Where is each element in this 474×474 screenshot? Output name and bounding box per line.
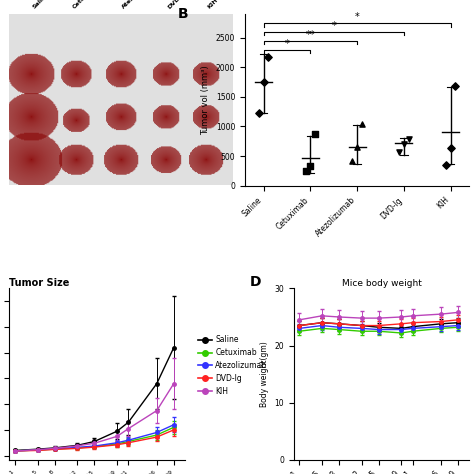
- Text: Saline: Saline: [32, 0, 51, 10]
- Text: Cetuximab: Cetuximab: [72, 0, 102, 10]
- Legend: Saline, Cetuximab, Atezolizumab, DVD-Ig, KIH: Saline, Cetuximab, Atezolizumab, DVD-Ig,…: [195, 332, 270, 399]
- Point: [260, 78, 267, 86]
- Text: *: *: [331, 21, 336, 31]
- Point: [405, 136, 412, 143]
- Text: Tumor Size: Tumor Size: [9, 278, 70, 288]
- Point: [311, 130, 319, 138]
- Y-axis label: Body weight(gm): Body weight(gm): [260, 341, 269, 407]
- Text: KIH: KIH: [207, 0, 219, 10]
- Text: *: *: [355, 12, 359, 22]
- Text: B: B: [178, 8, 188, 21]
- Point: [442, 161, 450, 169]
- Point: [395, 149, 403, 156]
- Point: [307, 162, 314, 170]
- Text: *: *: [284, 39, 289, 49]
- Y-axis label: Tumor vol (mm³): Tumor vol (mm³): [201, 65, 210, 135]
- Point: [349, 157, 356, 165]
- Point: [447, 144, 455, 152]
- Point: [264, 53, 272, 61]
- Title: Mice body weight: Mice body weight: [342, 279, 421, 288]
- Point: [400, 140, 408, 148]
- Text: Atezolizumab: Atezolizumab: [122, 0, 159, 10]
- Point: [255, 109, 263, 117]
- Text: D: D: [250, 275, 261, 289]
- Point: [353, 144, 361, 151]
- Text: **: **: [306, 30, 315, 40]
- Point: [302, 168, 310, 175]
- Point: [358, 120, 365, 128]
- Point: [452, 82, 459, 90]
- Text: DVD-Ig: DVD-Ig: [166, 0, 188, 10]
